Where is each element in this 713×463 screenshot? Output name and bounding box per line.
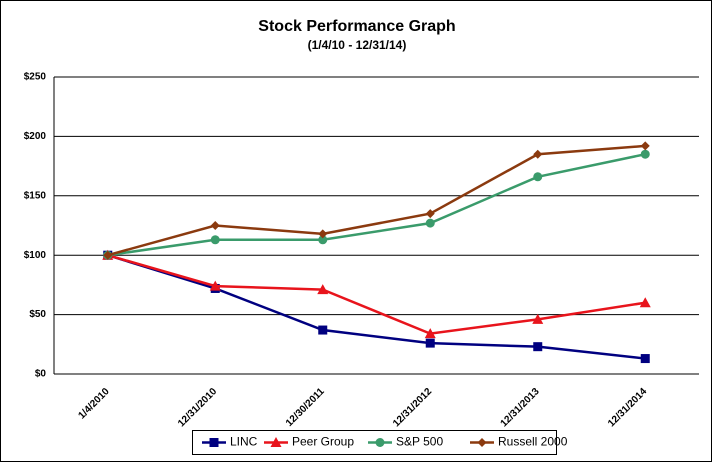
y-tick-label: $250 [24, 72, 47, 83]
series-line [107, 152, 646, 257]
data-point [425, 218, 435, 228]
y-tick-label: $50 [29, 309, 46, 320]
data-point [640, 354, 650, 364]
series-line [107, 144, 646, 257]
data-point [318, 325, 328, 335]
y-tick-label: $100 [24, 250, 47, 261]
legend-marker [209, 438, 219, 447]
y-tick-label: $0 [35, 369, 47, 380]
data-point [318, 235, 328, 245]
legend-marker [270, 437, 282, 447]
series-line [107, 254, 646, 360]
data-point [533, 342, 543, 352]
data-point [639, 297, 651, 308]
data-point [532, 313, 544, 324]
data-point [640, 149, 650, 159]
chart-title: Stock Performance Graph [258, 18, 455, 35]
legend-label: Russell 2000 [498, 435, 568, 449]
chart-subtitle: (1/4/10 - 12/31/14) [308, 38, 407, 52]
data-point [318, 229, 328, 239]
legend-marker [477, 438, 487, 447]
legend-label: S&P 500 [396, 435, 443, 449]
legend-marker [375, 438, 385, 447]
data-point [533, 172, 543, 182]
y-tick-label: $150 [24, 190, 47, 201]
data-point [103, 250, 113, 260]
y-tick-label: $200 [24, 131, 47, 142]
legend-label: LINC [230, 435, 258, 449]
data-point [210, 235, 220, 245]
series-line [107, 253, 646, 335]
data-point [210, 221, 220, 230]
data-point [640, 141, 650, 151]
data-point [533, 149, 543, 159]
legend-label: Peer Group [292, 435, 354, 449]
data-point [425, 338, 435, 348]
data-point [424, 328, 436, 339]
data-point [317, 284, 329, 295]
data-point [209, 280, 221, 291]
data-point [425, 209, 435, 219]
